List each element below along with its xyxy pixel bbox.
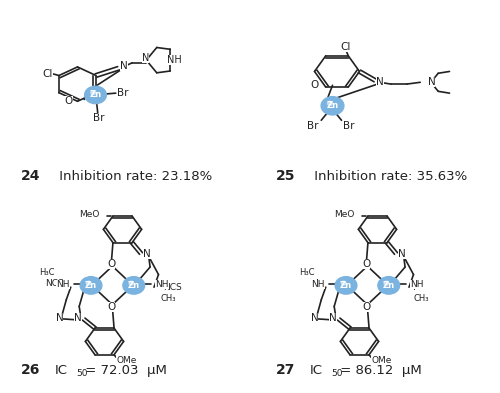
Text: MeO: MeO xyxy=(334,210,354,219)
Text: 50: 50 xyxy=(332,369,343,378)
Text: O: O xyxy=(362,259,370,269)
Circle shape xyxy=(378,277,400,294)
Text: Zn: Zn xyxy=(340,281,352,290)
Circle shape xyxy=(91,91,96,95)
Circle shape xyxy=(80,277,102,294)
Text: O: O xyxy=(64,96,72,106)
Circle shape xyxy=(88,88,104,101)
Text: 25: 25 xyxy=(276,169,296,183)
Text: Br: Br xyxy=(117,88,128,98)
Text: H₃C: H₃C xyxy=(299,268,314,277)
Text: N: N xyxy=(56,313,64,323)
Circle shape xyxy=(126,279,142,292)
Text: NH: NH xyxy=(410,280,424,289)
Text: 50: 50 xyxy=(76,369,88,378)
Text: IC: IC xyxy=(310,364,323,377)
Text: Inhibition rate: 35.63%: Inhibition rate: 35.63% xyxy=(310,170,467,183)
Text: MeO: MeO xyxy=(79,210,100,219)
Text: Zn: Zn xyxy=(326,101,338,110)
Text: O: O xyxy=(362,302,370,312)
Text: IC: IC xyxy=(55,364,68,377)
Text: 27: 27 xyxy=(276,364,295,377)
Text: 26: 26 xyxy=(21,364,40,377)
Circle shape xyxy=(124,278,143,293)
Text: Zn: Zn xyxy=(90,90,102,99)
Circle shape xyxy=(82,278,100,293)
Circle shape xyxy=(84,86,106,104)
Circle shape xyxy=(380,278,398,293)
Circle shape xyxy=(382,281,395,290)
Text: Br: Br xyxy=(306,121,318,131)
Text: Br: Br xyxy=(342,121,354,131)
Text: CH₃: CH₃ xyxy=(414,294,429,303)
Circle shape xyxy=(123,277,144,294)
Circle shape xyxy=(129,281,134,285)
Circle shape xyxy=(384,281,389,285)
Text: N: N xyxy=(143,250,150,259)
Text: OMe: OMe xyxy=(372,356,392,365)
Text: N: N xyxy=(428,77,436,87)
Text: = 86.12  μM: = 86.12 μM xyxy=(336,364,422,377)
Circle shape xyxy=(336,278,355,293)
Text: 24: 24 xyxy=(21,169,41,183)
Circle shape xyxy=(322,98,342,114)
Circle shape xyxy=(328,101,332,105)
Text: I: I xyxy=(316,279,319,288)
Circle shape xyxy=(128,281,140,290)
Circle shape xyxy=(342,281,346,285)
Circle shape xyxy=(90,90,102,100)
Text: N: N xyxy=(376,77,384,87)
Circle shape xyxy=(86,281,91,285)
Text: N: N xyxy=(329,313,337,323)
Text: N: N xyxy=(398,250,406,259)
Text: O: O xyxy=(107,302,116,312)
Text: CH₃: CH₃ xyxy=(161,294,176,303)
Text: Inhibition rate: 23.18%: Inhibition rate: 23.18% xyxy=(55,170,212,183)
Circle shape xyxy=(83,279,99,292)
Text: NCS: NCS xyxy=(163,283,182,292)
Text: N: N xyxy=(74,313,82,323)
Circle shape xyxy=(86,87,105,103)
Text: NH: NH xyxy=(311,280,324,289)
Text: O: O xyxy=(310,80,318,90)
Circle shape xyxy=(335,277,357,294)
Text: NH: NH xyxy=(56,280,70,289)
Circle shape xyxy=(338,279,354,292)
Text: N: N xyxy=(310,313,318,323)
Text: Zn: Zn xyxy=(128,281,140,290)
Circle shape xyxy=(340,281,352,290)
Text: NH: NH xyxy=(168,55,182,65)
Text: N: N xyxy=(120,61,128,72)
Text: = 72.03  μM: = 72.03 μM xyxy=(81,364,167,377)
Text: Zn: Zn xyxy=(85,281,97,290)
Circle shape xyxy=(326,101,339,111)
Text: H₃C: H₃C xyxy=(40,268,55,277)
Circle shape xyxy=(321,97,344,115)
Text: I: I xyxy=(414,282,416,292)
Circle shape xyxy=(380,279,397,292)
Text: NCS: NCS xyxy=(45,279,64,288)
Text: N: N xyxy=(142,53,149,63)
Text: Zn: Zn xyxy=(382,281,395,290)
Text: Cl: Cl xyxy=(341,42,351,52)
Text: Cl: Cl xyxy=(42,69,53,79)
Text: NH: NH xyxy=(155,280,168,289)
Circle shape xyxy=(85,281,97,290)
Text: Br: Br xyxy=(93,112,104,123)
Circle shape xyxy=(324,99,341,112)
Text: OMe: OMe xyxy=(116,356,136,365)
Text: O: O xyxy=(107,259,116,269)
